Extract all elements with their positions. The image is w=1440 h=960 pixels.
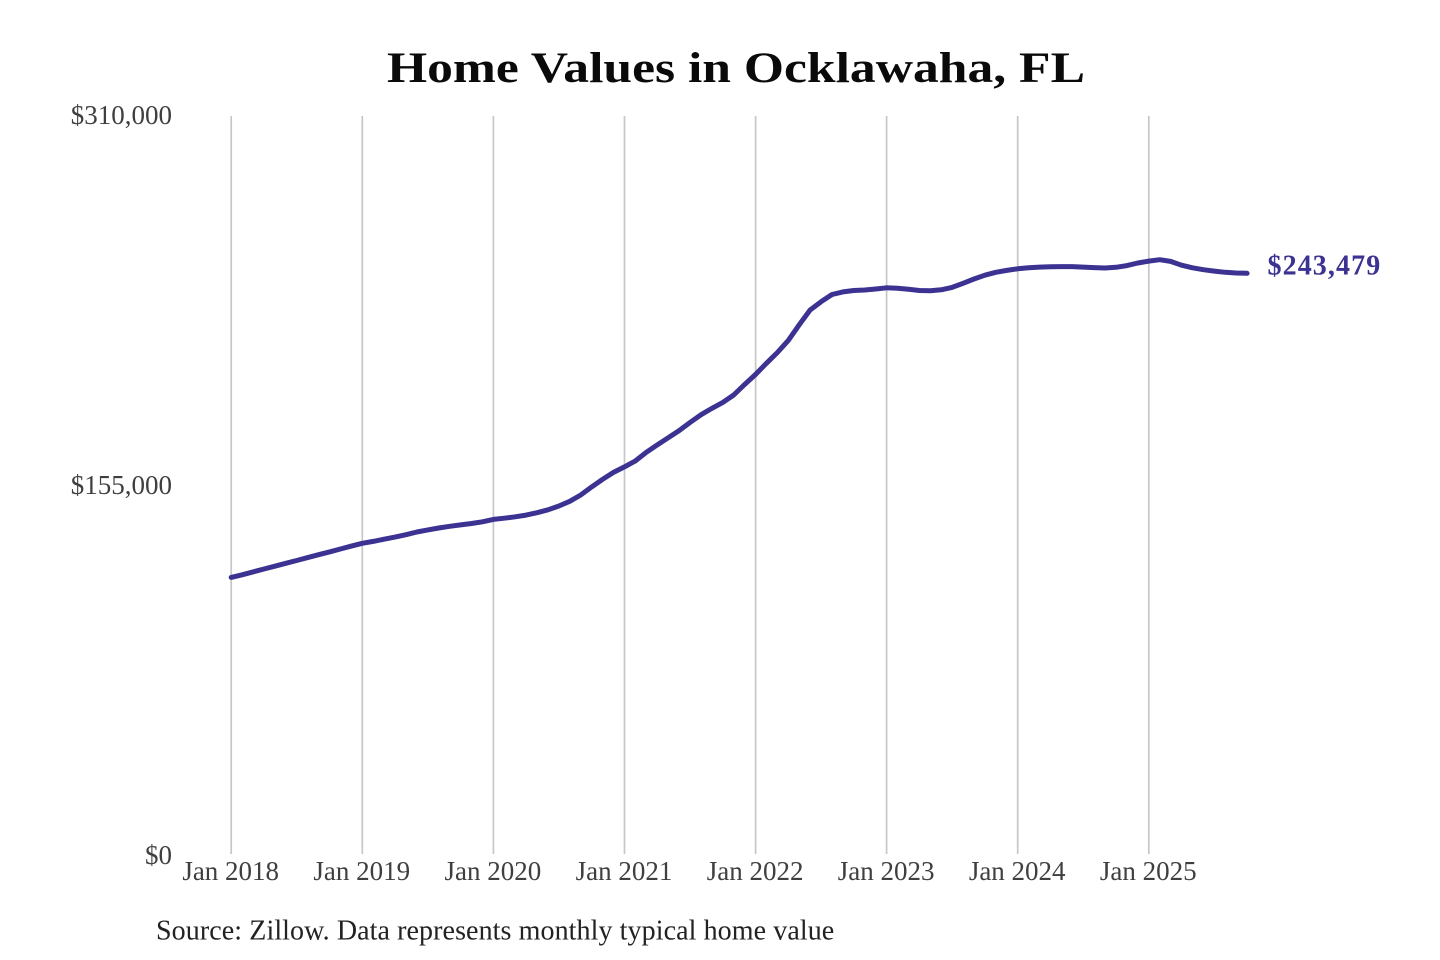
svg-text:Jan 2022: Jan 2022 bbox=[707, 856, 804, 886]
svg-text:$0: $0 bbox=[145, 840, 172, 870]
svg-text:Jan 2023: Jan 2023 bbox=[838, 856, 935, 886]
svg-text:Jan 2024: Jan 2024 bbox=[969, 856, 1066, 886]
svg-text:$155,000: $155,000 bbox=[71, 470, 172, 500]
svg-text:Jan 2018: Jan 2018 bbox=[182, 856, 279, 886]
svg-text:Source: Zillow. Data represent: Source: Zillow. Data represents monthly … bbox=[156, 916, 834, 947]
svg-text:Jan 2019: Jan 2019 bbox=[313, 856, 410, 886]
svg-text:$243,479: $243,479 bbox=[1268, 251, 1382, 282]
svg-text:Jan 2025: Jan 2025 bbox=[1100, 856, 1197, 886]
svg-text:$310,000: $310,000 bbox=[71, 100, 172, 130]
svg-text:Jan 2021: Jan 2021 bbox=[576, 856, 673, 886]
svg-text:Home Values in Ocklawaha, FL: Home Values in Ocklawaha, FL bbox=[387, 45, 1085, 92]
svg-text:Jan 2020: Jan 2020 bbox=[445, 856, 542, 886]
